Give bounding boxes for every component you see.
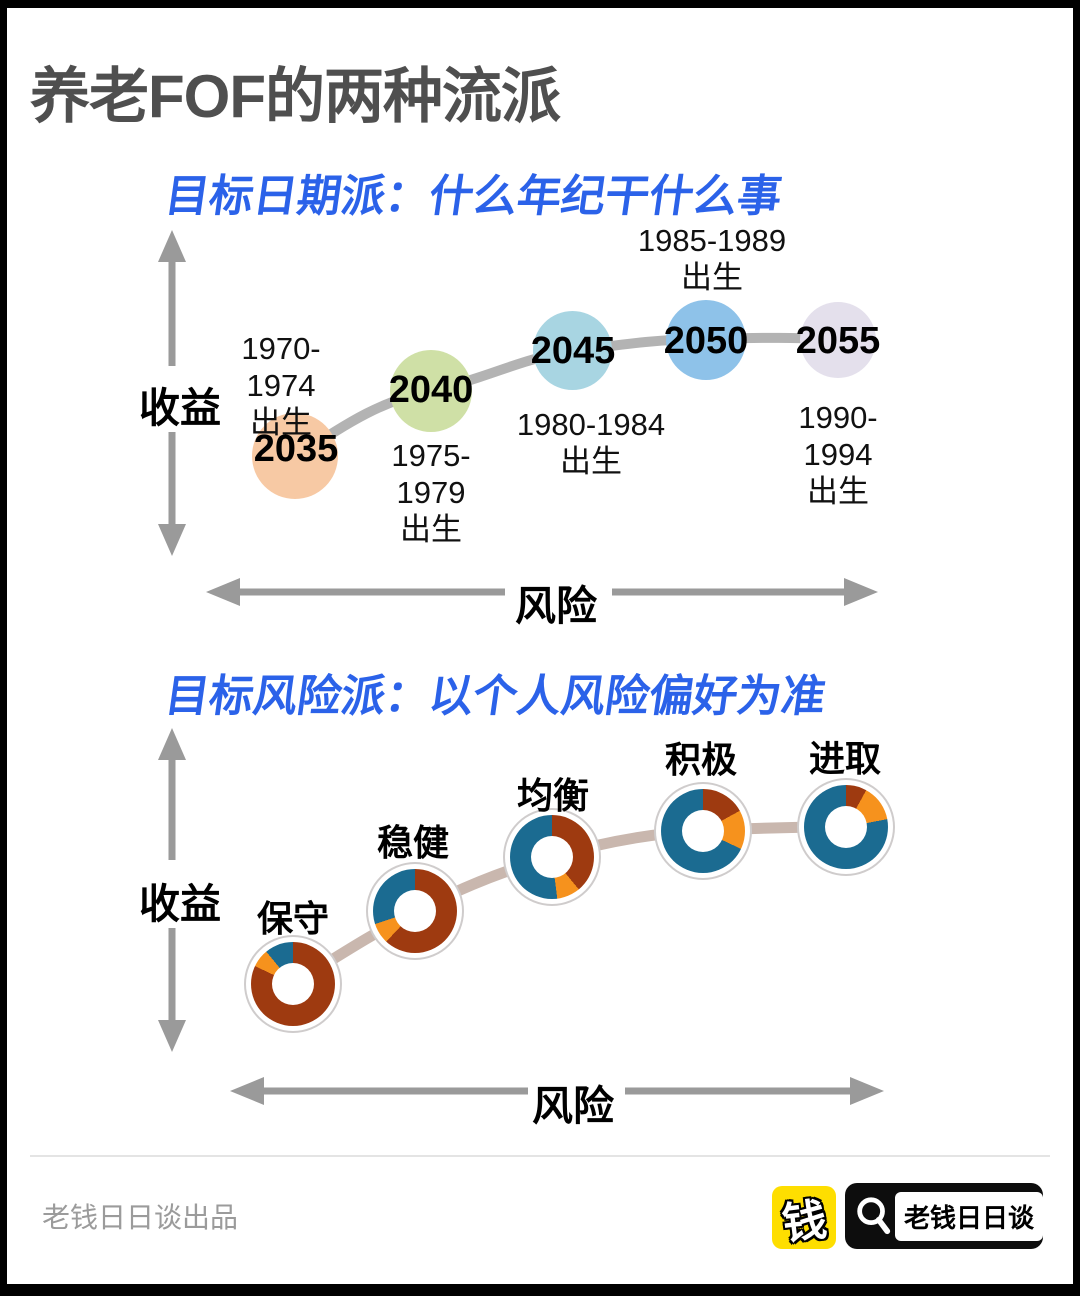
brand-name: 老钱日日谈 xyxy=(903,1202,1034,1233)
year-label-2035: 2035 xyxy=(253,428,339,470)
year-label-2050: 2050 xyxy=(663,320,749,362)
donut-balanced xyxy=(505,810,599,904)
cohort-label-2055: 1990- 1994 出生 xyxy=(798,400,878,509)
fund-dot-2050 xyxy=(666,300,746,380)
money-logo-char: 钱 xyxy=(779,1194,830,1249)
donut-aggressive xyxy=(799,780,893,874)
arrow-left-icon xyxy=(206,578,240,606)
year-label-2040: 2040 xyxy=(388,369,474,411)
donut-label-conservative: 保守 xyxy=(256,898,329,939)
arrow-up-icon xyxy=(158,230,186,262)
year-label-2055: 2055 xyxy=(795,320,881,362)
year-label-2045: 2045 xyxy=(530,330,616,372)
bottom-x-axis-label: 风险 xyxy=(532,1083,614,1129)
arrow-down-icon xyxy=(158,524,186,556)
arrow-right-icon xyxy=(844,578,878,606)
arrow-up-icon xyxy=(158,728,186,760)
donut-label-steady: 稳健 xyxy=(376,822,449,863)
donut-steady xyxy=(368,864,462,958)
top-y-axis-label: 收益 xyxy=(139,385,221,431)
arrow-down-icon xyxy=(158,1020,186,1052)
arrow-right-icon xyxy=(850,1077,884,1105)
fund-dot-2045 xyxy=(533,311,612,390)
footer-credit: 老钱日日谈出品 xyxy=(42,1202,239,1233)
money-logo: 钱 xyxy=(772,1186,836,1249)
top-x-axis-label: 风险 xyxy=(515,583,597,629)
frame-border-right xyxy=(1073,0,1080,1296)
search-icon xyxy=(857,1197,891,1235)
frame-border-top xyxy=(0,0,1080,8)
cohort-label-2050: 1985-1989 出生 xyxy=(637,223,787,295)
donut-label-balanced: 均衡 xyxy=(516,775,589,816)
donut-label-aggressive: 进取 xyxy=(808,738,881,779)
frame-border-left xyxy=(0,0,7,1296)
cohort-label-2040: 1975- 1979 出生 xyxy=(391,438,471,547)
brand-name-box: 老钱日日谈 xyxy=(894,1191,1043,1241)
brand-badge: 老钱日日谈 xyxy=(845,1183,1043,1249)
arrow-left-icon xyxy=(230,1077,264,1105)
fund-dot-2040 xyxy=(390,350,472,432)
section-title-target-date: 目标日期派：什么年纪干什么事 xyxy=(161,172,785,221)
section-title-target-risk: 目标风险派：以个人风险偏好为准 xyxy=(161,672,829,721)
donut-active xyxy=(656,784,750,878)
bottom-y-axis-label: 收益 xyxy=(139,881,221,927)
fund-dot-2035 xyxy=(252,413,338,499)
donut-conservative xyxy=(246,937,340,1031)
fund-dot-2055 xyxy=(800,302,876,378)
page-title: 养老FOF的两种流派 xyxy=(30,63,561,130)
cohort-label-2035: 1970- 1974 出生 xyxy=(241,331,321,440)
cohort-label-2045: 1980-1984 出生 xyxy=(516,407,666,479)
frame-border-bottom xyxy=(0,1284,1080,1296)
footer-divider xyxy=(30,1155,1050,1157)
donut-label-active: 积极 xyxy=(664,739,737,780)
